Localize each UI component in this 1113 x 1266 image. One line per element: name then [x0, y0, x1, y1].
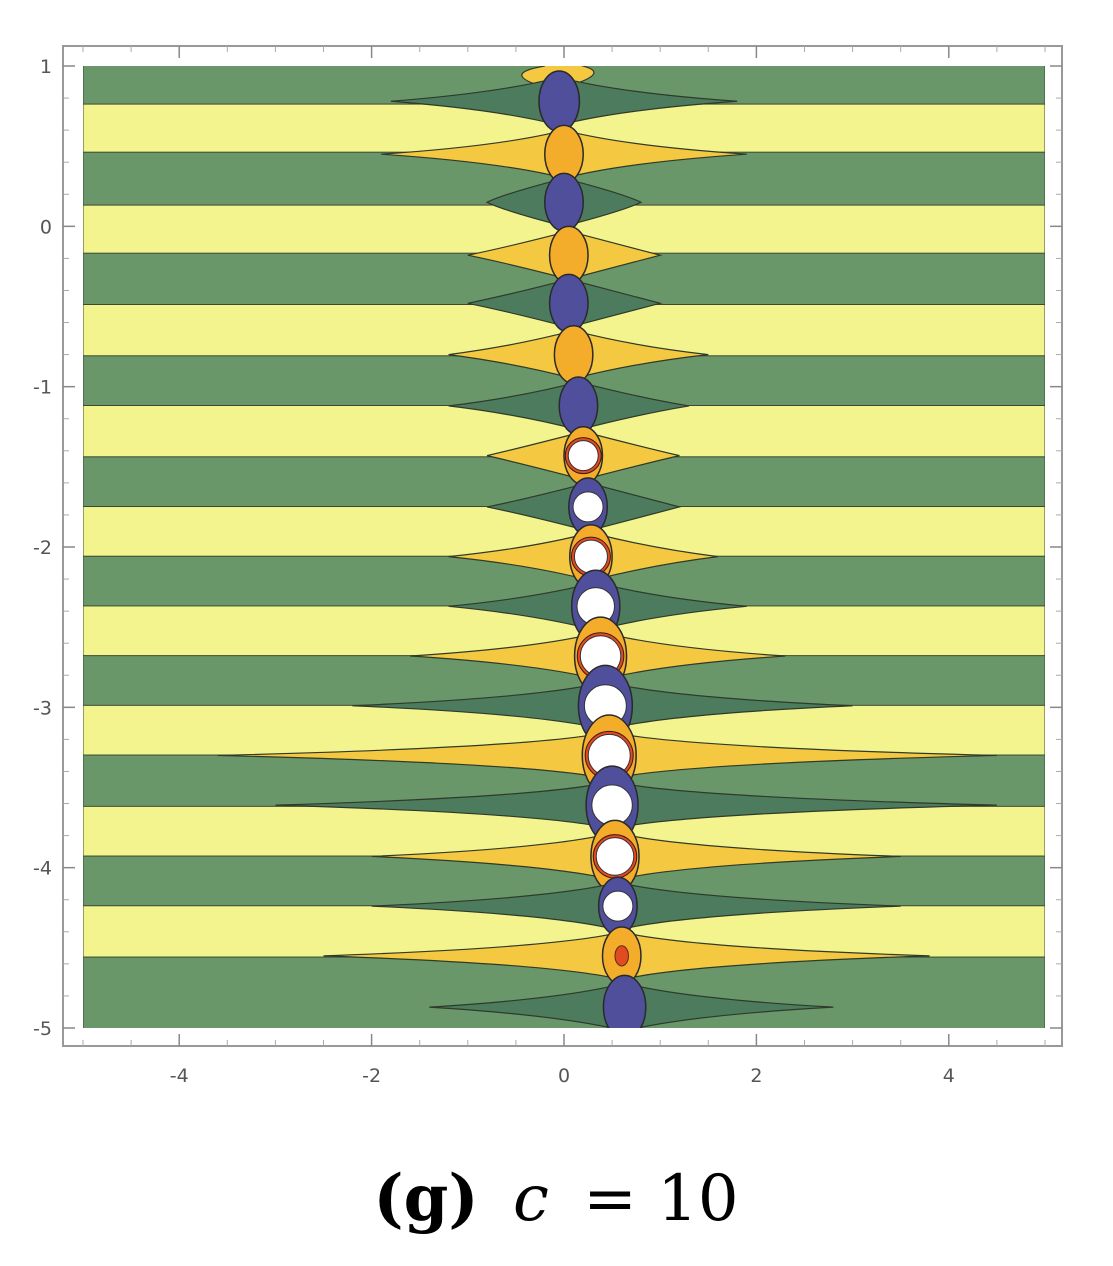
y-tick-label-0: 1 — [40, 56, 52, 78]
hole-17 — [602, 890, 634, 922]
x-tick-label-4: 4 — [943, 1065, 955, 1087]
core-7 — [558, 376, 599, 436]
axes: -4 -2 0 2 4 1 0 -1 -2 -3 -4 -5 — [33, 46, 1062, 1087]
y-tick-label-1: 0 — [40, 216, 52, 238]
core-6 — [553, 324, 594, 385]
caption-label: (g) — [373, 1161, 478, 1236]
y-tick-label-5: -4 — [33, 858, 52, 880]
hole-15 — [591, 784, 633, 826]
hole-9 — [572, 491, 604, 523]
x-tick-label-1: -2 — [362, 1065, 381, 1087]
y-tick-label-2: -1 — [33, 377, 52, 399]
hot-spot-18 — [614, 945, 629, 967]
plot-area — [83, 66, 1045, 1028]
y-tick-label-4: -3 — [33, 697, 52, 719]
x-tick-label-3: 2 — [750, 1065, 762, 1087]
core-1 — [538, 70, 581, 133]
y-tick-label-6: -5 — [33, 1018, 52, 1040]
core-19 — [602, 974, 647, 1028]
hole-16 — [595, 837, 635, 876]
x-tick-label-2: 0 — [558, 1065, 570, 1087]
figure-caption: (g) c = 10 — [373, 1161, 738, 1236]
y-tick-label-3: -2 — [33, 537, 52, 559]
caption-variable: c — [513, 1162, 549, 1236]
plot-frame — [62, 45, 1063, 1047]
hole-10 — [573, 539, 608, 574]
hole-8 — [567, 440, 599, 472]
x-tick-label-0: -4 — [170, 1065, 189, 1087]
core-5 — [548, 273, 589, 333]
core-3 — [544, 172, 584, 232]
caption-equation: = 10 — [583, 1162, 738, 1236]
